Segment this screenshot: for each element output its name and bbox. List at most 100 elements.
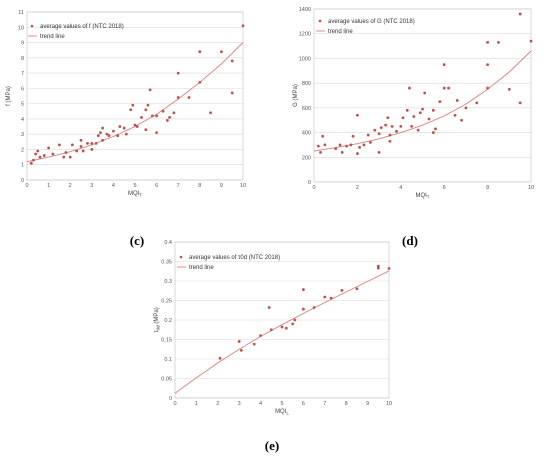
panel-c-trend-line [26,42,244,163]
panel-e-legend-label: average values of τ0d (NTC 2018) [189,255,280,261]
panel-d-data-point [529,39,533,43]
panel-d-data-point [486,86,489,90]
panel-c-data-point [112,129,115,133]
panel-e-x-tick-label: 0 [173,401,176,407]
panel-d-data-point [434,127,437,131]
panel-d-data-point [366,133,370,137]
panel-c-data-point [90,148,94,151]
panel-c-data-point [36,149,40,153]
panel-d-data-point [351,134,355,138]
panel-d-data-point [423,91,427,95]
panel-c-data-point [34,152,38,156]
panel-d-data-point [379,126,383,130]
panel-c-data-point [75,149,79,153]
panel-d-data-point [518,101,522,105]
panel-d-legend-label: trend line [328,29,353,35]
panel-e-chart: 0 0.05 0.1 0.15 0.2 0.25 0.3 0.35 0.4 0 1 2 3 4 5 6 7 8 9 1… [154,240,392,416]
panel-c-x-tick-label: 3 [90,183,93,189]
panel-e-x-tick-label: 7 [323,401,326,407]
panel-c-data-point [86,141,89,145]
panel-c-data-point [230,91,234,95]
panel-d-y-tick-label: 800 [302,81,311,87]
panel-d-y-tick-label: 600 [302,106,311,112]
panel-d-trend-line [313,50,532,152]
panel-d-data-point [410,124,414,128]
panel-d-y-tick-label: 0 [308,180,311,186]
panel-e-data-point [267,306,271,309]
panel-c-data-point [68,155,72,159]
panel-c-data-point [38,155,42,159]
panel-d-legend-marker [318,19,322,23]
panel-c-data-point [101,126,104,130]
panel-c-data-point [176,96,180,99]
panel-d-y-tick-label: 1200 [299,32,311,38]
panel-c-data-point [146,103,150,107]
panel-d-plot-frame [313,8,532,183]
panel-c-data-point [168,115,171,119]
panel-e-data-point [293,318,297,322]
panel-d-x-tick-label: 6 [443,185,446,191]
panel-e-y-tick-label: 0.35 [161,260,172,266]
panel-c-data-point [220,50,223,54]
panel-d-x-tick-label: 2 [356,185,359,191]
panel-c-data-point [198,80,202,84]
panel-c-y-tick-label: 4 [21,117,24,123]
panel-c-data-point [107,134,111,138]
panel-d-y-tick-label: 1400 [299,7,311,13]
panel-e-data-point [218,356,222,360]
panel-e-data-point [291,322,295,326]
panel-c-data-point [99,131,102,135]
panel-d-data-point [418,111,422,115]
panel-c-data-point [144,128,148,132]
panel-c-x-tick-label: 6 [155,183,158,189]
panel-d-data-point [356,113,359,117]
panel-d-data-point [486,40,489,44]
panel-c-y-tick-label: 5 [21,102,24,108]
panel-c-data-point [241,24,245,28]
panel-c-data-point [166,119,169,122]
panel-e-data-point [284,326,288,330]
panel-d-data-point [453,113,457,117]
panel-d-chart: 0 200 400 600 800 1000 1200 1400 0 2 4 6 8 10 MQIT G (M… [293,7,534,200]
panel-c-legend-label: trend line [40,34,65,40]
panel-c-x-tick-label: 2 [69,183,72,189]
panel-c-data-point [148,88,152,92]
panel-d-data-point [442,86,446,90]
panel-e-y-tick-label: 0.4 [164,240,172,246]
panel-c-plot-frame [26,11,244,181]
panel-c-x-tick-label: 7 [177,183,180,189]
panel-c-data-point [101,138,104,142]
panel-d-data-point [416,128,420,132]
panel-e-x-axis-title: MQIL [275,409,289,416]
panel-d-data-point [442,63,446,67]
panel-c-data-point [129,108,133,112]
panel-e-data-point [355,287,359,291]
panel-c-legend-marker [30,24,34,28]
panel-d-data-point [408,86,411,90]
panel-e-caption: (e) [265,438,279,453]
panel-c-y-tick-label: 0 [21,178,24,184]
panel-c-data-point [70,143,74,147]
panel-e-y-tick-label: 0.15 [161,338,172,344]
panel-d-data-point [421,107,424,111]
panel-d-data-point [321,134,325,138]
panel-d-data-point [356,152,359,155]
panel-e-trend-line [174,270,390,394]
panel-e-data-point [376,266,380,270]
panel-d-y-tick-label: 200 [302,155,311,161]
panel-e-x-tick-label: 5 [280,401,283,407]
panel-d-data-point [316,144,320,148]
panel-d-data-point [349,143,353,147]
panel-d-data-point [447,86,450,90]
panel-c-data-point [32,158,35,162]
panel-d-data-point [507,87,511,91]
panel-d-data-point [369,141,372,144]
panel-d-x-tick-label: 4 [399,185,402,191]
panel-d-data-point [388,133,392,137]
panel-c-y-tick-label: 2 [21,147,24,153]
panel-d-y-tick-label: 1000 [299,56,311,62]
panel-c-data-point [51,152,55,156]
panel-c-y-tick-label: 7 [21,71,24,77]
panel-d-data-point [518,12,522,16]
panel-d-y-axis-title: G (MPa) [293,84,299,107]
